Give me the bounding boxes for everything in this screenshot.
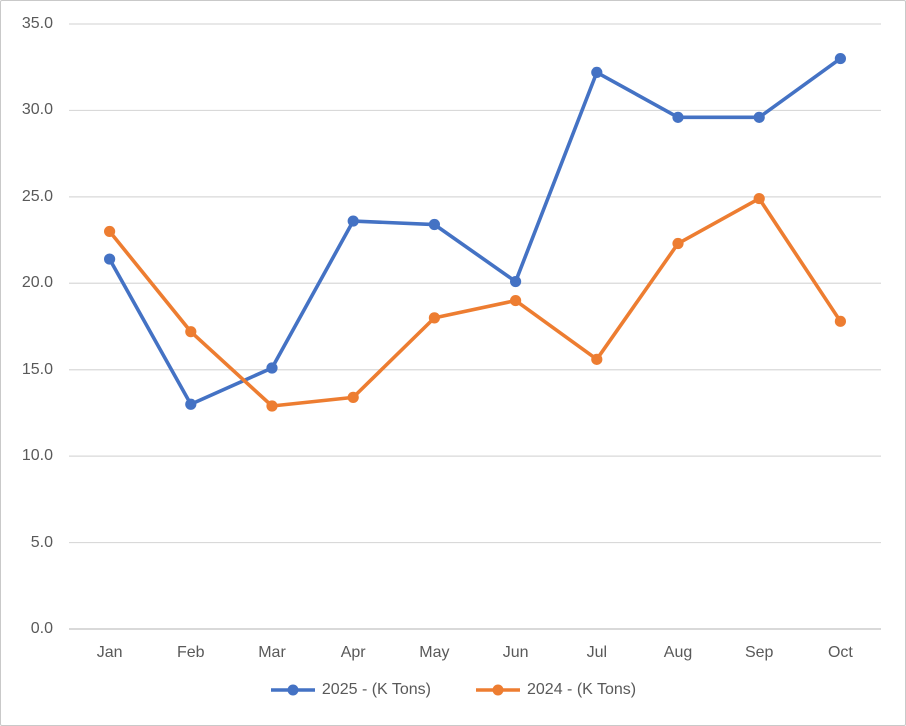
legend-item-2024[interactable]: 2024 - (K Tons) — [475, 681, 636, 699]
y-tick-label: 35.0 — [21, 15, 53, 32]
data-point-marker[interactable] — [266, 362, 278, 374]
data-point-marker[interactable] — [509, 275, 522, 288]
data-point-marker[interactable] — [672, 111, 684, 123]
data-point-marker[interactable] — [104, 253, 116, 265]
x-tick-label: Sep — [744, 644, 774, 661]
data-point-marker[interactable] — [266, 400, 278, 412]
x-tick-label: Jun — [502, 644, 529, 661]
x-tick-label: Aug — [663, 644, 693, 661]
x-tick-label: Mar — [258, 644, 286, 661]
series-line[interactable] — [107, 196, 843, 408]
x-tick-label: Jan — [96, 644, 123, 661]
y-tick-label: 0.0 — [30, 620, 53, 637]
series-2024[interactable] — [104, 192, 847, 412]
data-point-marker[interactable] — [104, 225, 116, 238]
data-point-marker[interactable] — [509, 294, 522, 307]
series-2025[interactable] — [104, 52, 847, 410]
data-point-marker[interactable] — [753, 192, 765, 205]
data-point-marker[interactable] — [591, 353, 603, 365]
data-point-marker[interactable] — [347, 391, 359, 403]
data-point-marker[interactable] — [753, 111, 765, 123]
legend-label-2024: 2024 - (K Tons) — [527, 681, 637, 698]
data-point-marker[interactable] — [428, 312, 440, 324]
data-point-marker[interactable] — [347, 215, 359, 227]
x-tick-label: Apr — [340, 644, 366, 661]
y-tick-label: 20.0 — [21, 274, 53, 292]
y-tick-label: 15.0 — [21, 360, 53, 378]
y-tick-label: 30.0 — [21, 101, 53, 119]
y-tick-label: 10.0 — [21, 447, 53, 465]
data-point-marker[interactable] — [672, 237, 684, 250]
x-tick-label: Jul — [586, 644, 608, 661]
legend-line-marker-2025-icon — [270, 684, 315, 696]
x-tick-label: May — [419, 644, 450, 661]
x-tick-label: Oct — [827, 644, 853, 661]
y-tick-label: 5.0 — [30, 533, 53, 551]
legend-item-2025[interactable]: 2025 - (K Tons) — [270, 681, 431, 699]
data-point-marker[interactable] — [428, 218, 440, 231]
chart-legend: 2025 - (K Tons) 2024 - (K Tons) — [1, 681, 905, 699]
data-point-marker[interactable] — [591, 66, 603, 78]
data-point-marker[interactable] — [185, 326, 197, 338]
legend-line-marker-2024-icon — [476, 684, 520, 696]
y-tick-label: 25.0 — [21, 187, 53, 205]
x-tick-label: Feb — [177, 644, 205, 661]
data-point-marker[interactable] — [834, 315, 847, 327]
legend-label-2025: 2025 - (K Tons) — [321, 681, 431, 698]
series-line[interactable] — [107, 56, 843, 407]
data-point-marker[interactable] — [185, 398, 197, 410]
data-point-marker[interactable] — [834, 52, 847, 65]
